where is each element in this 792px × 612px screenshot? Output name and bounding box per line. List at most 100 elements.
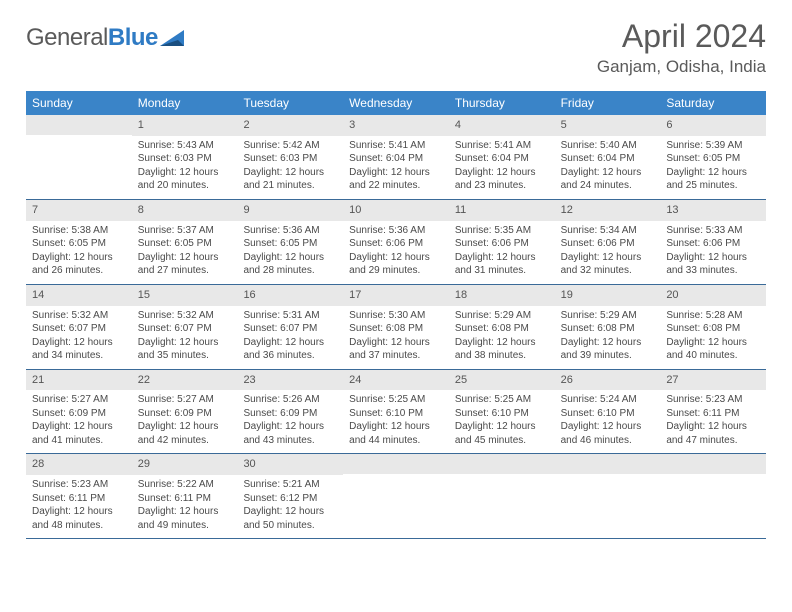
day-cell: 11Sunrise: 5:35 AMSunset: 6:06 PMDayligh…	[449, 200, 555, 284]
day-cell: 30Sunrise: 5:21 AMSunset: 6:12 PMDayligh…	[237, 454, 343, 538]
weekday-header: Thursday	[449, 91, 555, 115]
daylight-line2: and 44 minutes.	[349, 434, 443, 448]
day-body: Sunrise: 5:40 AMSunset: 6:04 PMDaylight:…	[555, 136, 661, 199]
sunrise-text: Sunrise: 5:22 AM	[138, 478, 232, 492]
day-body: Sunrise: 5:23 AMSunset: 6:11 PMDaylight:…	[26, 475, 132, 538]
day-number: 25	[449, 370, 555, 391]
daylight-line2: and 45 minutes.	[455, 434, 549, 448]
day-number: 29	[132, 454, 238, 475]
day-cell	[26, 115, 132, 199]
sunrise-text: Sunrise: 5:39 AM	[666, 139, 760, 153]
weekday-header: Monday	[132, 91, 238, 115]
sunset-text: Sunset: 6:11 PM	[138, 492, 232, 506]
sunset-text: Sunset: 6:09 PM	[243, 407, 337, 421]
sunset-text: Sunset: 6:06 PM	[561, 237, 655, 251]
day-number: 2	[237, 115, 343, 136]
day-cell: 1Sunrise: 5:43 AMSunset: 6:03 PMDaylight…	[132, 115, 238, 199]
sunset-text: Sunset: 6:09 PM	[138, 407, 232, 421]
daylight-line2: and 49 minutes.	[138, 519, 232, 533]
daylight-line2: and 31 minutes.	[455, 264, 549, 278]
sunrise-text: Sunrise: 5:42 AM	[243, 139, 337, 153]
sunrise-text: Sunrise: 5:27 AM	[138, 393, 232, 407]
sunrise-text: Sunrise: 5:41 AM	[349, 139, 443, 153]
day-body: Sunrise: 5:38 AMSunset: 6:05 PMDaylight:…	[26, 221, 132, 284]
day-body: Sunrise: 5:33 AMSunset: 6:06 PMDaylight:…	[660, 221, 766, 284]
day-number: 11	[449, 200, 555, 221]
daylight-line2: and 38 minutes.	[455, 349, 549, 363]
sunrise-text: Sunrise: 5:21 AM	[243, 478, 337, 492]
daylight-line1: Daylight: 12 hours	[243, 166, 337, 180]
daylight-line2: and 34 minutes.	[32, 349, 126, 363]
day-number: 14	[26, 285, 132, 306]
daylight-line2: and 46 minutes.	[561, 434, 655, 448]
sunrise-text: Sunrise: 5:38 AM	[32, 224, 126, 238]
daylight-line1: Daylight: 12 hours	[666, 251, 760, 265]
day-cell: 2Sunrise: 5:42 AMSunset: 6:03 PMDaylight…	[237, 115, 343, 199]
sunset-text: Sunset: 6:10 PM	[561, 407, 655, 421]
day-body: Sunrise: 5:41 AMSunset: 6:04 PMDaylight:…	[343, 136, 449, 199]
sunset-text: Sunset: 6:04 PM	[349, 152, 443, 166]
day-number	[26, 115, 132, 135]
day-number	[343, 454, 449, 474]
sunrise-text: Sunrise: 5:28 AM	[666, 309, 760, 323]
daylight-line2: and 35 minutes.	[138, 349, 232, 363]
day-number	[660, 454, 766, 474]
day-cell: 7Sunrise: 5:38 AMSunset: 6:05 PMDaylight…	[26, 200, 132, 284]
sunset-text: Sunset: 6:11 PM	[32, 492, 126, 506]
weekday-header: Wednesday	[343, 91, 449, 115]
day-cell: 4Sunrise: 5:41 AMSunset: 6:04 PMDaylight…	[449, 115, 555, 199]
daylight-line2: and 25 minutes.	[666, 179, 760, 193]
sunrise-text: Sunrise: 5:37 AM	[138, 224, 232, 238]
sunset-text: Sunset: 6:05 PM	[138, 237, 232, 251]
day-number: 27	[660, 370, 766, 391]
day-body: Sunrise: 5:31 AMSunset: 6:07 PMDaylight:…	[237, 306, 343, 369]
daylight-line1: Daylight: 12 hours	[561, 336, 655, 350]
sunrise-text: Sunrise: 5:29 AM	[455, 309, 549, 323]
daylight-line1: Daylight: 12 hours	[138, 251, 232, 265]
daylight-line1: Daylight: 12 hours	[455, 336, 549, 350]
brand-part2: Blue	[108, 24, 158, 51]
daylight-line1: Daylight: 12 hours	[349, 166, 443, 180]
sunset-text: Sunset: 6:06 PM	[666, 237, 760, 251]
day-cell: 24Sunrise: 5:25 AMSunset: 6:10 PMDayligh…	[343, 370, 449, 454]
day-body: Sunrise: 5:37 AMSunset: 6:05 PMDaylight:…	[132, 221, 238, 284]
daylight-line2: and 40 minutes.	[666, 349, 760, 363]
sunrise-text: Sunrise: 5:36 AM	[349, 224, 443, 238]
day-body: Sunrise: 5:29 AMSunset: 6:08 PMDaylight:…	[449, 306, 555, 369]
daylight-line1: Daylight: 12 hours	[32, 505, 126, 519]
daylight-line1: Daylight: 12 hours	[561, 420, 655, 434]
day-number: 10	[343, 200, 449, 221]
daylight-line2: and 20 minutes.	[138, 179, 232, 193]
sunrise-text: Sunrise: 5:41 AM	[455, 139, 549, 153]
daylight-line2: and 42 minutes.	[138, 434, 232, 448]
day-number: 5	[555, 115, 661, 136]
week-row: 14Sunrise: 5:32 AMSunset: 6:07 PMDayligh…	[26, 285, 766, 370]
sunset-text: Sunset: 6:10 PM	[455, 407, 549, 421]
day-cell	[660, 454, 766, 538]
day-number: 30	[237, 454, 343, 475]
sunrise-text: Sunrise: 5:31 AM	[243, 309, 337, 323]
sunrise-text: Sunrise: 5:23 AM	[666, 393, 760, 407]
sunset-text: Sunset: 6:07 PM	[243, 322, 337, 336]
daylight-line1: Daylight: 12 hours	[243, 505, 337, 519]
day-body: Sunrise: 5:24 AMSunset: 6:10 PMDaylight:…	[555, 390, 661, 453]
day-cell	[555, 454, 661, 538]
day-number: 3	[343, 115, 449, 136]
daylight-line1: Daylight: 12 hours	[32, 336, 126, 350]
sunrise-text: Sunrise: 5:29 AM	[561, 309, 655, 323]
day-number: 7	[26, 200, 132, 221]
day-cell: 20Sunrise: 5:28 AMSunset: 6:08 PMDayligh…	[660, 285, 766, 369]
day-cell: 19Sunrise: 5:29 AMSunset: 6:08 PMDayligh…	[555, 285, 661, 369]
sunrise-text: Sunrise: 5:34 AM	[561, 224, 655, 238]
day-cell: 8Sunrise: 5:37 AMSunset: 6:05 PMDaylight…	[132, 200, 238, 284]
sunrise-text: Sunrise: 5:27 AM	[32, 393, 126, 407]
day-number: 28	[26, 454, 132, 475]
day-cell: 29Sunrise: 5:22 AMSunset: 6:11 PMDayligh…	[132, 454, 238, 538]
weekday-header: Sunday	[26, 91, 132, 115]
sunrise-text: Sunrise: 5:25 AM	[455, 393, 549, 407]
week-row: 7Sunrise: 5:38 AMSunset: 6:05 PMDaylight…	[26, 200, 766, 285]
day-body: Sunrise: 5:26 AMSunset: 6:09 PMDaylight:…	[237, 390, 343, 453]
day-number: 22	[132, 370, 238, 391]
sunrise-text: Sunrise: 5:43 AM	[138, 139, 232, 153]
day-number: 8	[132, 200, 238, 221]
